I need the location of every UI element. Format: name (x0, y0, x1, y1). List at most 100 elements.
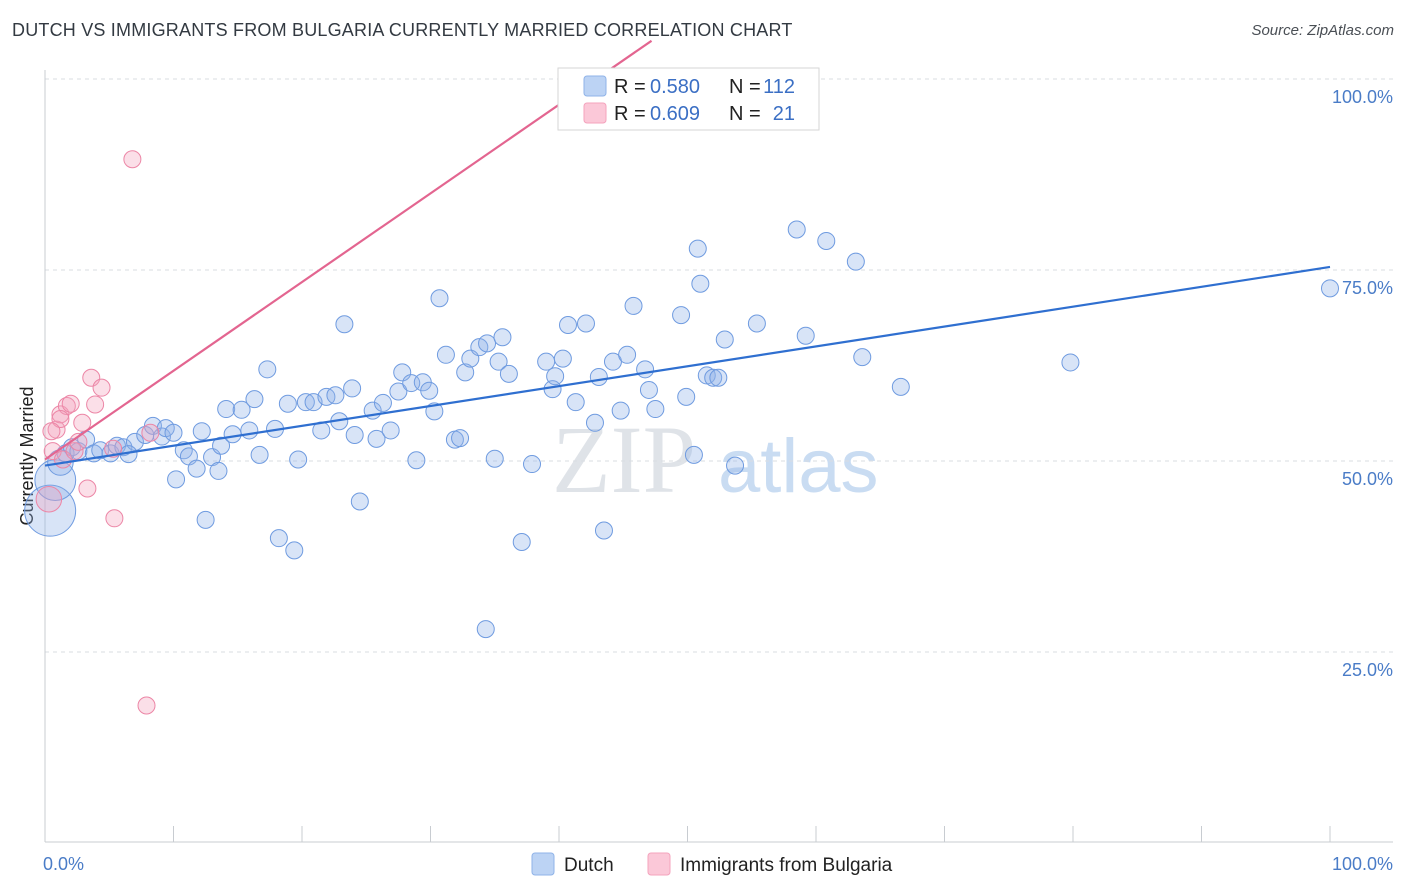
dutch-point (478, 334, 497, 353)
dutch-point (393, 363, 412, 382)
dutch-point (258, 360, 277, 379)
dutch-point (164, 423, 183, 442)
dutch-r-value: 0.580 (650, 76, 700, 98)
dutch-point (289, 450, 308, 469)
dutch-point (373, 393, 392, 412)
dutch-point (430, 289, 449, 308)
axes (44, 70, 1393, 843)
x-tick-label-max: 100.0% (1332, 854, 1393, 874)
bulgaria-point (92, 378, 111, 397)
bulgaria-series-swatch (647, 852, 671, 876)
dutch-point (684, 445, 703, 464)
dutch-point (817, 231, 836, 250)
y-tick-labels: 25.0% 50.0% 75.0% 100.0% (1332, 87, 1393, 680)
bulgaria-n-value: 21 (773, 103, 795, 125)
dutch-point (317, 387, 336, 406)
dutch-point (715, 330, 734, 349)
bulgaria-point (137, 696, 156, 715)
dutch-legend-swatch (583, 75, 607, 97)
bulgaria-r-label: R = (614, 103, 646, 125)
dutch-n-value: 112 (763, 76, 795, 98)
dutch-point (285, 541, 304, 560)
dutch-point (553, 349, 572, 368)
dutch-point (636, 360, 655, 379)
dutch-point (389, 382, 408, 401)
dutch-point (624, 296, 643, 315)
dutch-r-label: R = (614, 76, 646, 98)
watermark-zip: ZIP (552, 406, 696, 513)
dutch-point (787, 220, 806, 239)
dutch-point (846, 252, 865, 271)
stats-legend: R = 0.580 N = 112 R = 0.609 N = 21 (557, 67, 820, 131)
dutch-point (512, 532, 531, 551)
dutch-point (688, 239, 707, 258)
dutch-point (485, 449, 504, 468)
gridlines (45, 78, 1393, 653)
bulgaria-point (42, 422, 61, 441)
dutch-point (891, 377, 910, 396)
bulgaria-point (105, 509, 124, 528)
dutch-series-label: Dutch (564, 855, 614, 876)
dutch-point (499, 364, 518, 383)
dutch-point (192, 422, 211, 441)
dutch-point (546, 367, 565, 386)
dutch-point (677, 387, 696, 406)
x-tick-labels: 0.0% 100.0% (43, 854, 1393, 874)
dutch-point (335, 315, 354, 334)
dutch-point (1061, 353, 1080, 372)
dutch-point (34, 459, 77, 502)
bulgaria-point (73, 413, 92, 432)
dutch-point (1321, 279, 1339, 298)
dutch-point (476, 620, 495, 639)
dutch-trend-line (44, 265, 1331, 467)
dutch-point (672, 306, 691, 325)
bulgaria-point (61, 394, 80, 413)
dutch-point (24, 484, 77, 537)
dutch-point (212, 436, 231, 455)
dutch-point (523, 455, 542, 474)
dutch-point (174, 441, 193, 460)
bulgaria-series-label: Immigrants from Bulgaria (680, 855, 893, 876)
dutch-point (646, 400, 665, 419)
watermark-atlas: atlas (718, 424, 879, 509)
dutch-series-swatch (531, 852, 555, 876)
dutch-point (691, 274, 710, 293)
dutch-point (493, 328, 512, 347)
chart-title: DUTCH VS IMMIGRANTS FROM BULGARIA CURREN… (12, 20, 793, 40)
dutch-point (326, 386, 345, 405)
dutch-point (726, 456, 745, 475)
dutch-point (223, 425, 242, 444)
bulgaria-points (35, 150, 160, 715)
y-tick-label-25: 25.0% (1342, 660, 1393, 680)
dutch-point (240, 421, 259, 440)
dutch-point (91, 441, 110, 460)
dutch-point (345, 426, 364, 445)
y-tick-label-100: 100.0% (1332, 87, 1393, 107)
y-tick-label-50: 50.0% (1342, 469, 1393, 489)
dutch-point (436, 345, 455, 364)
bulgaria-point (51, 409, 70, 428)
dutch-point (250, 445, 269, 464)
dutch-point (618, 345, 637, 364)
bulgaria-point (123, 150, 142, 169)
dutch-point (853, 348, 872, 367)
dutch-points (24, 220, 1339, 639)
dutch-point (367, 429, 386, 448)
dutch-point (232, 400, 251, 419)
dutch-point (245, 390, 264, 409)
dutch-point (420, 381, 439, 400)
dutch-point (747, 314, 766, 333)
bulgaria-point (104, 439, 123, 458)
dutch-point (537, 352, 556, 371)
dutch-point (381, 421, 400, 440)
y-axis-label: Currently Married (17, 386, 37, 525)
x-tick-label-min: 0.0% (43, 854, 84, 874)
dutch-point (566, 393, 585, 412)
bulgaria-r-value: 0.609 (650, 103, 700, 125)
dutch-point (796, 326, 815, 345)
bulgaria-legend-swatch (583, 102, 607, 124)
dutch-point (343, 379, 362, 398)
dutch-point (407, 451, 426, 470)
dutch-point (217, 400, 236, 419)
dutch-point (196, 510, 215, 529)
